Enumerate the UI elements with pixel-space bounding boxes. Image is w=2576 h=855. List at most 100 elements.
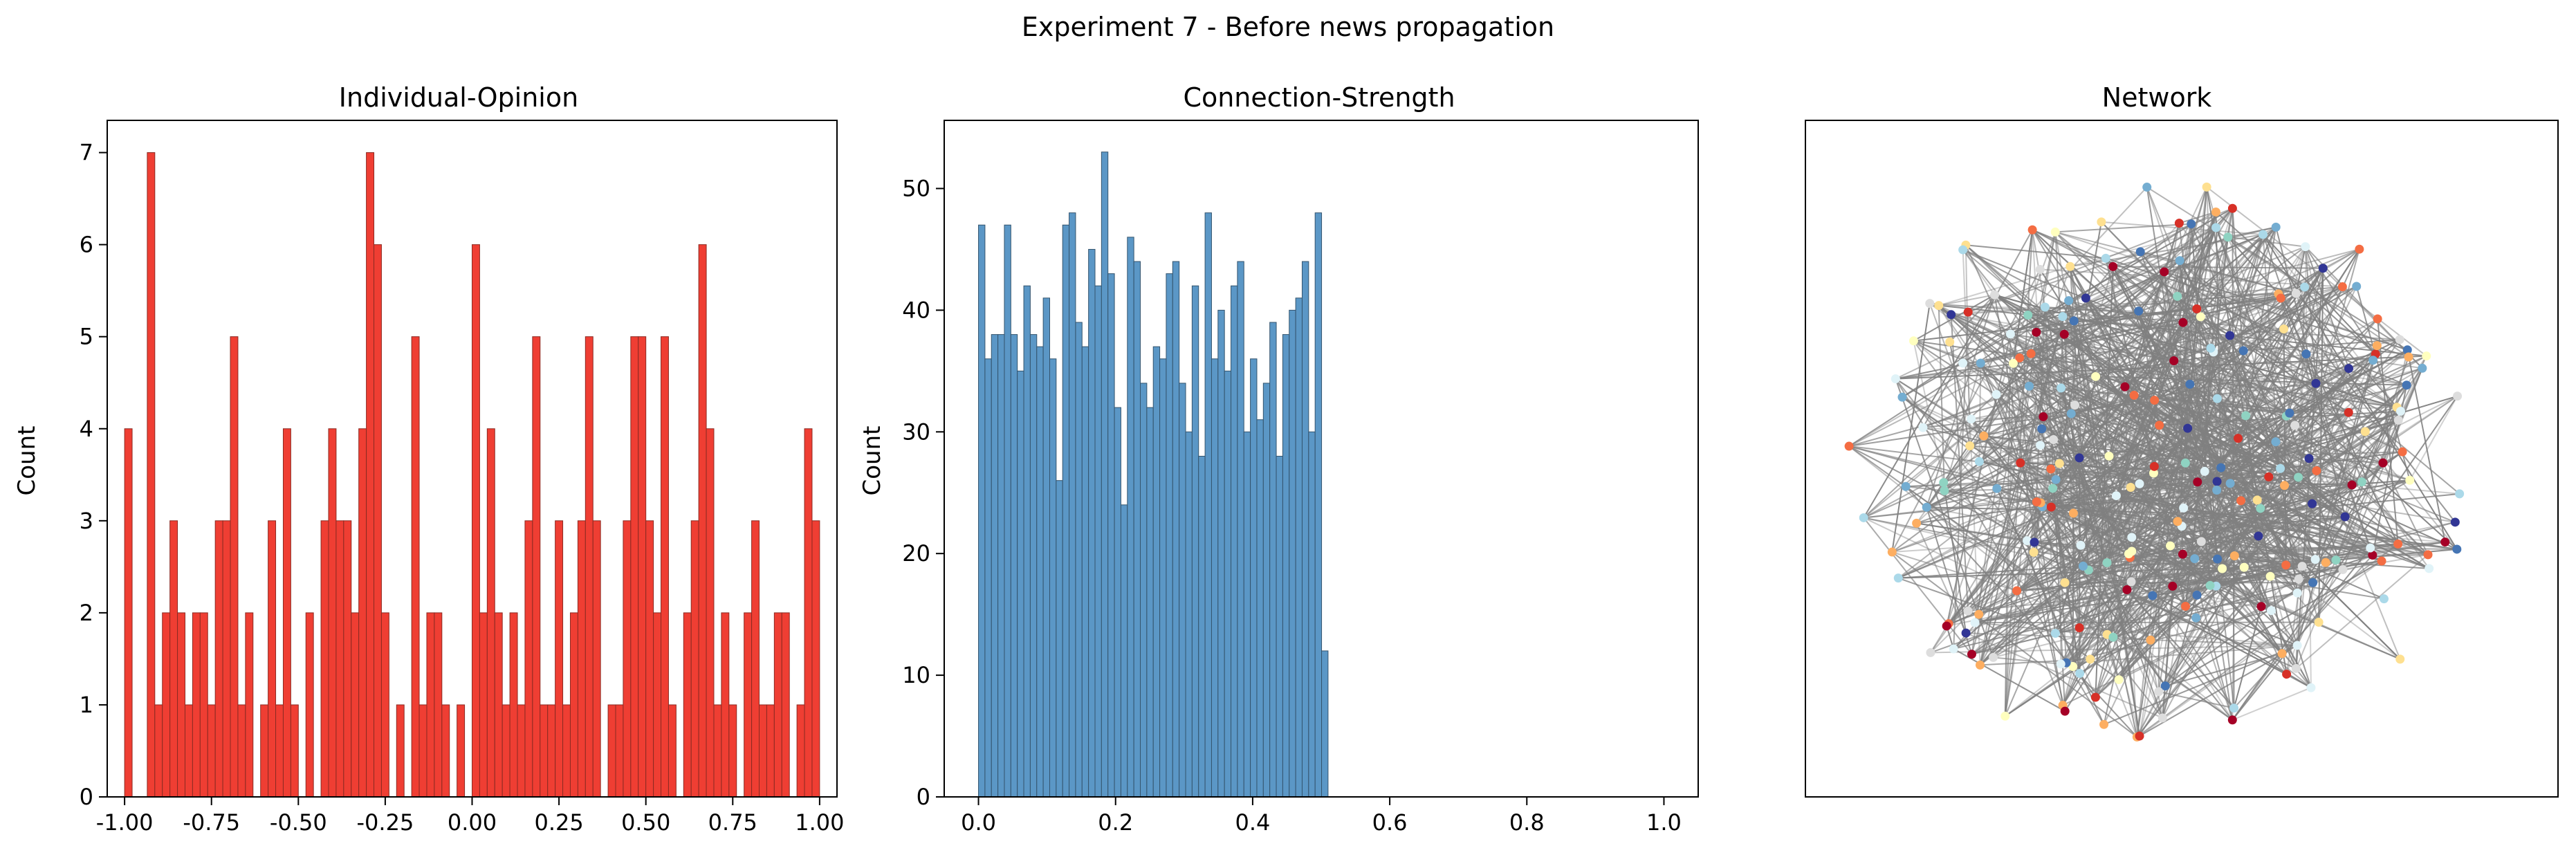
network-node (2368, 356, 2378, 365)
network-edge (2227, 237, 2401, 660)
network-node (2023, 310, 2033, 320)
histogram-bar (1133, 261, 1141, 798)
network-edge (2106, 384, 2191, 563)
network-edge (2063, 334, 2084, 567)
network-node (2169, 356, 2179, 365)
histogram-bar (984, 358, 992, 798)
histogram-bar (1146, 407, 1154, 798)
network-node (2366, 543, 2375, 553)
network-edge (2233, 554, 2373, 709)
network-edge (1994, 294, 2429, 555)
network-node (2211, 207, 2220, 217)
histogram-bar (434, 612, 443, 798)
histogram-bar (517, 704, 526, 798)
network-edge (2108, 455, 2285, 486)
network-edge (2234, 410, 2402, 557)
network-edge (2232, 687, 2312, 721)
network-edge (2238, 355, 2427, 439)
histogram-bar (796, 704, 805, 798)
network-edge (2220, 467, 2272, 612)
network-edge (2158, 560, 2382, 692)
network-node (2402, 345, 2412, 355)
network-node (2225, 479, 2235, 488)
network-node (2229, 551, 2239, 560)
network-node (2321, 558, 2330, 567)
network-node (2393, 539, 2403, 549)
network-edge (2370, 547, 2429, 569)
histogram-bar (290, 704, 299, 798)
strength-title: Connection-Strength (1183, 82, 1455, 113)
network-node (2066, 261, 2075, 271)
network-node (2308, 499, 2317, 508)
network-node (2227, 715, 2237, 725)
histogram-bar (1250, 358, 1258, 798)
network-edge (2068, 300, 2270, 478)
x-tick-label: 0.0 (961, 809, 996, 836)
network-node (2395, 406, 2405, 416)
histogram-bar (1023, 285, 1031, 798)
network-edge (2262, 234, 2377, 355)
network-edge (1930, 558, 2196, 654)
network-node (2155, 421, 2164, 430)
histogram-bar (154, 704, 163, 798)
histogram-bar (638, 336, 647, 798)
network-edge (2146, 187, 2312, 688)
network-node (2005, 329, 2015, 339)
network-node (1893, 573, 1903, 583)
network-edge (2064, 503, 2312, 584)
network-edge (2294, 425, 2399, 545)
network-node (1958, 358, 1968, 368)
network-edge (2009, 333, 2196, 560)
network-edge (2140, 251, 2202, 318)
network-node (2276, 293, 2285, 303)
network-edge (2118, 569, 2344, 681)
histogram-bar (184, 704, 193, 798)
network-node (2046, 464, 2056, 474)
opinion-histogram: Individual-Opinion Count -1.00 -0.75 -0.50… (13, 82, 845, 836)
x-tick-label: 0.75 (708, 809, 757, 836)
network-edge (2128, 223, 2192, 554)
network-node (2029, 547, 2039, 557)
network-node (2279, 324, 2289, 334)
network-node (2129, 390, 2139, 400)
network-node (1967, 414, 1976, 424)
network-edge (2055, 223, 2191, 233)
network-node (2026, 349, 2036, 358)
network-edge (1913, 340, 2398, 408)
network-edge (2050, 468, 2164, 719)
histogram-bar (169, 520, 178, 798)
network-edge (2227, 226, 2276, 238)
network-node (2154, 687, 2164, 697)
network-edge (1993, 656, 2061, 665)
network-title: Network (2102, 82, 2212, 113)
histogram-bar (328, 428, 337, 798)
network-node (1961, 628, 1971, 638)
network-node (1967, 650, 1976, 659)
network-node (1844, 441, 1854, 451)
histogram-bar (207, 704, 216, 798)
network-node (2337, 282, 2347, 292)
network-node (2078, 561, 2088, 571)
network-edge (1946, 521, 2456, 627)
network-node (2104, 451, 2114, 461)
network-edge (2164, 271, 2398, 408)
network-edge (1848, 445, 2288, 675)
network-edge (2113, 226, 2276, 268)
network-edge (2019, 462, 2038, 502)
histogram-bar (1231, 285, 1238, 798)
network-edge (2085, 297, 2223, 569)
network-edge (2361, 407, 2398, 483)
histogram-bar (124, 428, 133, 798)
network-edge (2227, 237, 2279, 295)
histogram-bar (1172, 261, 1180, 798)
histogram-bar (978, 224, 986, 798)
network-edge (2082, 322, 2184, 567)
histogram-bar (1198, 455, 1206, 798)
histogram-bar (766, 704, 775, 798)
network-edge (2070, 227, 2216, 268)
histogram-bar (260, 704, 269, 798)
histogram-bar (275, 704, 284, 798)
network-node (2271, 437, 2281, 447)
network-node (2405, 475, 2415, 485)
network-node (2097, 217, 2106, 227)
